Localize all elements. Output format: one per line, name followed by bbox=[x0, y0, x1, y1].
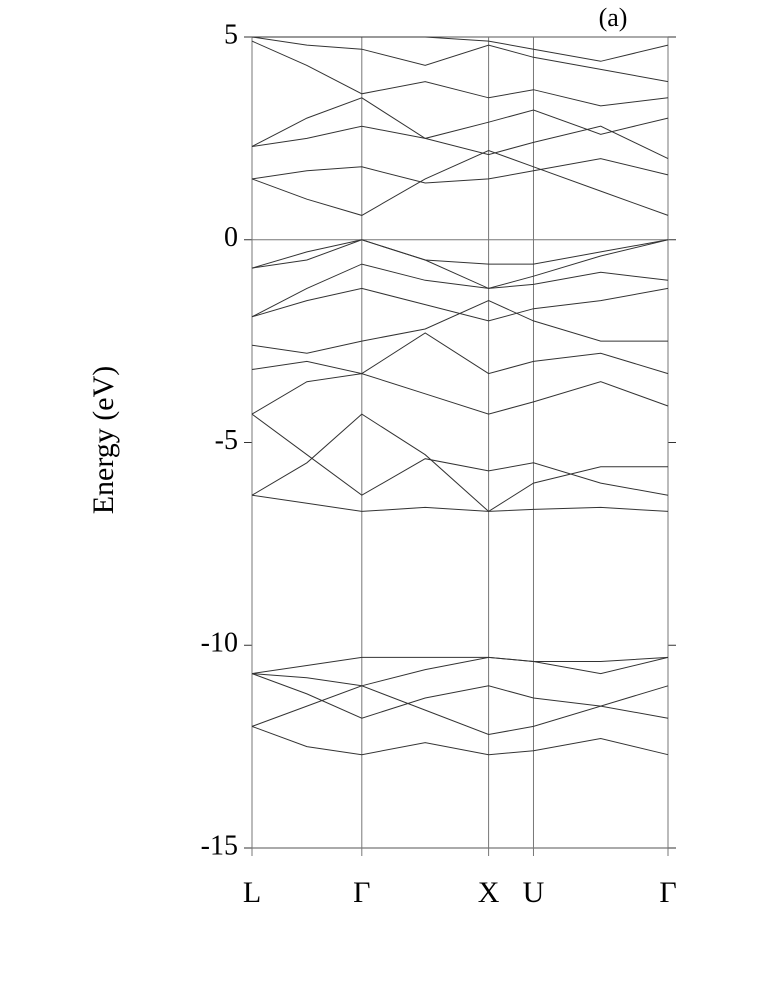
plot-frame bbox=[251, 36, 669, 849]
band-line bbox=[251, 149, 669, 216]
y-axis-label: Energy (eV) bbox=[87, 366, 120, 515]
x-tick-label: L bbox=[243, 876, 261, 909]
band-line bbox=[251, 300, 668, 354]
band-line bbox=[251, 40, 669, 107]
band-line bbox=[251, 125, 669, 160]
band-line bbox=[251, 158, 669, 184]
band-line bbox=[251, 656, 669, 675]
band-line bbox=[251, 656, 669, 687]
band-line bbox=[251, 373, 669, 415]
band-line bbox=[251, 97, 669, 147]
band-line bbox=[251, 239, 669, 269]
band-line bbox=[251, 413, 668, 513]
chart-title: (a) bbox=[599, 3, 628, 32]
band-line bbox=[251, 673, 669, 719]
x-tick-label: Γ bbox=[353, 876, 370, 909]
band-line bbox=[251, 239, 669, 289]
x-tick-label: X bbox=[478, 876, 500, 909]
band-line bbox=[251, 263, 669, 318]
band-line bbox=[251, 685, 669, 736]
band-line bbox=[251, 725, 669, 756]
y-tick-label: -15 bbox=[201, 830, 238, 861]
x-tick-label: Γ bbox=[659, 876, 676, 909]
y-tick-label: -10 bbox=[201, 628, 238, 659]
band-line bbox=[252, 36, 669, 62]
band-line bbox=[251, 413, 669, 496]
y-tick-label: 0 bbox=[224, 222, 238, 253]
y-tick-label: 5 bbox=[224, 19, 238, 50]
y-tick-label: -5 bbox=[215, 425, 238, 456]
band-line bbox=[251, 332, 669, 375]
band-line bbox=[251, 287, 669, 322]
band-line bbox=[251, 36, 669, 83]
x-tick-label: U bbox=[523, 876, 545, 909]
band-line bbox=[251, 494, 669, 512]
